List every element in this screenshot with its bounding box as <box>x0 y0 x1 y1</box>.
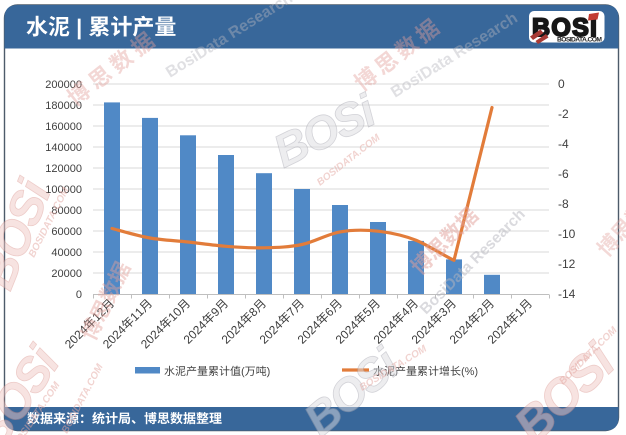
svg-text:-6: -6 <box>558 167 569 181</box>
svg-text:140000: 140000 <box>45 142 82 154</box>
svg-text:-10: -10 <box>558 227 576 241</box>
svg-text:80000: 80000 <box>51 205 82 217</box>
svg-text:-14: -14 <box>558 287 576 301</box>
svg-text:120000: 120000 <box>45 163 82 175</box>
svg-text:200000: 200000 <box>45 79 82 91</box>
svg-text:40000: 40000 <box>51 247 82 259</box>
svg-text:-4: -4 <box>558 137 569 151</box>
svg-text:20000: 20000 <box>51 268 82 280</box>
svg-text:0: 0 <box>558 77 565 91</box>
svg-text:-8: -8 <box>558 197 569 211</box>
svg-text:-12: -12 <box>558 257 576 271</box>
svg-text:0: 0 <box>76 289 82 301</box>
svg-text:180000: 180000 <box>45 100 82 112</box>
svg-text:BOSIDATA.COM: BOSIDATA.COM <box>557 37 602 44</box>
svg-text:160000: 160000 <box>45 121 82 133</box>
svg-text:60000: 60000 <box>51 226 82 238</box>
svg-text:-2: -2 <box>558 107 569 121</box>
svg-text:100000: 100000 <box>45 184 82 196</box>
